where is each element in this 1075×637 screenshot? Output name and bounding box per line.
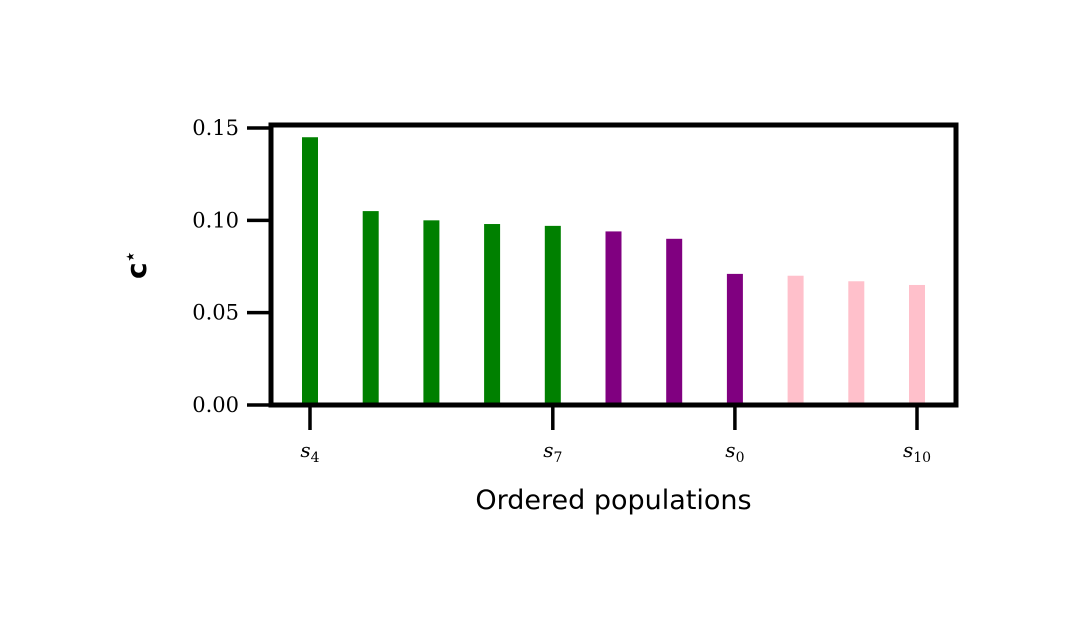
bar-6 [666, 238, 683, 405]
x-tick-label: s7 [543, 438, 562, 466]
x-tick-label: s4 [300, 438, 319, 466]
y-tick-label: 0.10 [192, 208, 239, 232]
y-tick-label: 0.15 [192, 116, 239, 140]
x-tick-label: s0 [725, 438, 744, 466]
bar-8 [787, 275, 804, 405]
y-axis-label: c⋆ [120, 251, 154, 279]
bar-5 [605, 231, 622, 405]
bar-9 [848, 281, 865, 405]
plot-frame [268, 122, 959, 408]
x-axis-label: Ordered populations [475, 485, 751, 516]
bar-7 [726, 273, 743, 405]
x-tick-label: s10 [903, 438, 931, 466]
x-axis-ticks: s4 s7 s0 s10 [300, 405, 931, 466]
y-axis-label-superscript: ⋆ [120, 251, 141, 262]
y-axis-label-base: c [120, 262, 153, 279]
bar-2 [423, 220, 440, 405]
bar-4 [544, 225, 561, 405]
bars-group [302, 137, 925, 405]
bar-3 [484, 224, 501, 405]
bar-0 [302, 137, 318, 405]
y-axis-ticks: 0.00 0.05 0.10 0.15 [192, 116, 271, 417]
y-tick-label: 0.05 [192, 301, 239, 325]
y-tick-label: 0.00 [192, 393, 239, 417]
bar-10 [909, 284, 925, 405]
bar-1 [362, 211, 379, 405]
